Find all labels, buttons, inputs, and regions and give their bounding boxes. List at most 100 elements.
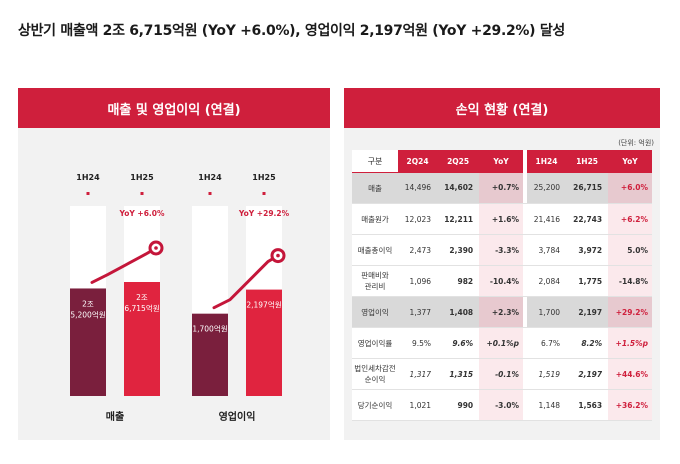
yoy-cell: +36.2% — [608, 389, 652, 421]
column-gap — [522, 172, 527, 204]
period-marker — [140, 192, 144, 195]
period-label: 1H24 — [76, 173, 100, 182]
yoy-cell: 5.0% — [608, 234, 652, 266]
yoy-cell: -3.3% — [479, 234, 523, 266]
value-cell: 1,519 — [526, 358, 567, 390]
value-cell: 1,315 — [437, 358, 480, 390]
period-label: 1H25 — [252, 173, 276, 182]
column-gap — [522, 296, 527, 328]
row-label-line: 매출총이익 — [357, 245, 393, 255]
value-cell: 2,197 — [566, 358, 609, 390]
row-label-line: 관리비 — [364, 282, 386, 291]
row-label-line: 매출원가 — [361, 214, 389, 224]
income-statement-panel-title: 손익 현황 (연결) — [344, 88, 660, 128]
row-label: 당기순이익 — [352, 389, 398, 421]
row-label: 법인세차감전 순이익 — [352, 358, 398, 390]
column-header: 2Q25 — [437, 150, 480, 173]
column-header: YoY — [479, 150, 523, 173]
value-cell: 9.5% — [398, 327, 438, 359]
income-statement-panel: 손익 현황 (연결) (단위: 억원) 구분 2Q24 2Q25 YoY 1H24 1H2… — [344, 88, 660, 440]
value-cell: 25,200 — [526, 172, 567, 204]
yoy-cell: +1.5%p — [608, 327, 652, 359]
growth-marker-dot — [276, 253, 280, 258]
period-label: 1H24 — [198, 173, 222, 182]
value-cell: 6.7% — [526, 327, 567, 359]
value-cell: 1,021 — [398, 389, 438, 421]
yoy-cell: +1.6% — [479, 203, 523, 235]
column-gap — [522, 265, 527, 297]
bar-매출-1H24 — [70, 288, 106, 396]
value-cell: 982 — [437, 265, 480, 297]
value-cell: 26,715 — [566, 172, 609, 204]
row-label-line: 판매비와 — [361, 271, 389, 280]
row-label-line: 영업이익률 — [357, 338, 393, 348]
value-cell: 21,416 — [526, 203, 567, 235]
value-cell: 14,496 — [398, 172, 438, 204]
bar-value-label: 6,715억원 — [124, 304, 159, 313]
table-row: 판매비와 관리비 1,096 982 -10.4% 2,084 1,775 -14.8% — [352, 265, 652, 297]
group-label: 영업이익 — [219, 410, 256, 423]
column-gap — [522, 327, 527, 359]
value-cell: 12,023 — [398, 203, 438, 235]
yoy-cell: +44.6% — [608, 358, 652, 390]
growth-marker-dot — [154, 246, 158, 250]
yoy-cell: +0.1%p — [479, 327, 523, 359]
bar-value-label: 5,200억원 — [70, 310, 105, 319]
value-cell: 2,473 — [398, 234, 438, 266]
bar-value-label: 2,197억원 — [246, 301, 281, 310]
table-row: 영업이익률 9.5% 9.6% +0.1%p 6.7% 8.2% +1.5%p — [352, 327, 652, 359]
yoy-cell: -10.4% — [479, 265, 523, 297]
value-cell: 1,700 — [526, 296, 567, 328]
period-label: 1H25 — [130, 173, 154, 182]
value-cell: 1,775 — [566, 265, 609, 297]
column-gap — [522, 234, 527, 266]
bar-value-label: 2조 — [82, 299, 94, 308]
row-label-line: 당기순이익 — [357, 400, 393, 410]
page-headline: 상반기 매출액 2조 6,715억원 (YoY +6.0%), 영업이익 2,1… — [18, 23, 565, 39]
table-row: 매출 14,496 14,602 +0.7% 25,200 26,715 +6.0% — [352, 172, 652, 204]
period-marker — [208, 192, 212, 195]
column-header-category: 구분 — [352, 150, 398, 173]
column-header: 1H24 — [526, 150, 567, 173]
unit-note: (단위: 억원) — [618, 139, 654, 147]
period-marker — [86, 192, 90, 195]
column-gap — [522, 150, 527, 173]
yoy-cell: +29.2% — [608, 296, 652, 328]
yoy-cell: -0.1% — [479, 358, 523, 390]
value-cell: 9.6% — [437, 327, 480, 359]
row-label-line: 법인세차감전 — [354, 364, 396, 373]
value-cell: 2,390 — [437, 234, 480, 266]
value-cell: 1,317 — [398, 358, 438, 390]
yoy-cell: +2.3% — [479, 296, 523, 328]
value-cell: 12,211 — [437, 203, 480, 235]
yoy-cell: -14.8% — [608, 265, 652, 297]
value-cell: 1,148 — [526, 389, 567, 421]
bar-value-label: 1,700억원 — [192, 325, 227, 334]
value-cell: 1,377 — [398, 296, 438, 328]
row-label: 영업이익률 — [352, 327, 398, 359]
period-marker — [262, 192, 266, 195]
bar-매출-1H25 — [124, 282, 160, 396]
bar-영업이익-1H24 — [192, 313, 228, 396]
yoy-label: YoY +29.2% — [238, 209, 290, 218]
income-statement-table: 구분 2Q24 2Q25 YoY 1H24 1H25 YoY 매출 14,496 14,602 +… — [352, 150, 652, 421]
row-label: 매출총이익 — [352, 234, 398, 266]
table-row: 매출총이익 2,473 2,390 -3.3% 3,784 3,972 5.0% — [352, 234, 652, 266]
row-label: 영업이익 — [352, 296, 398, 328]
value-cell: 3,784 — [526, 234, 567, 266]
yoy-cell: -3.0% — [479, 389, 523, 421]
column-gap — [522, 389, 527, 421]
yoy-cell: +6.2% — [608, 203, 652, 235]
column-header: 2Q24 — [398, 150, 438, 173]
table-row: 당기순이익 1,021 990 -3.0% 1,148 1,563 +36.2% — [352, 389, 652, 421]
sales-op-profit-panel: 매출 및 영업이익 (연결) 1H24 2조 5,200억원 1H25 2조 6,715억… — [18, 88, 330, 440]
row-label-line: 매출 — [368, 183, 382, 193]
group-label: 매출 — [106, 410, 124, 423]
value-cell: 2,084 — [526, 265, 567, 297]
column-header: 1H25 — [566, 150, 609, 173]
column-header: YoY — [608, 150, 652, 173]
value-cell: 1,408 — [437, 296, 480, 328]
table-row: 법인세차감전 순이익 1,317 1,315 -0.1% 1,519 2,197 +44.6% — [352, 358, 652, 390]
column-gap — [522, 358, 527, 390]
